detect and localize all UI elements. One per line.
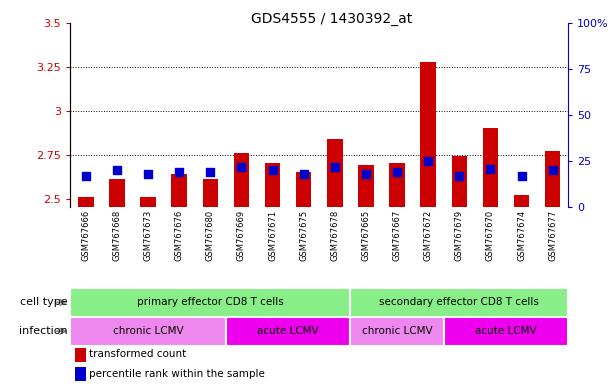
Point <box>299 171 309 177</box>
Bar <box>389 164 405 207</box>
Bar <box>172 174 187 207</box>
Bar <box>75 348 86 362</box>
Text: GSM767680: GSM767680 <box>206 210 215 261</box>
Point <box>143 171 153 177</box>
Point <box>548 167 558 174</box>
Point <box>205 169 215 175</box>
Bar <box>141 197 156 207</box>
Text: GSM767672: GSM767672 <box>423 210 433 261</box>
Text: primary effector CD8 T cells: primary effector CD8 T cells <box>137 297 284 308</box>
Text: chronic LCMV: chronic LCMV <box>362 326 433 336</box>
Point <box>112 167 122 174</box>
Bar <box>444 317 568 346</box>
Bar <box>233 153 249 207</box>
Text: GSM767676: GSM767676 <box>175 210 184 261</box>
Text: GDS4555 / 1430392_at: GDS4555 / 1430392_at <box>251 12 412 25</box>
Text: GSM767678: GSM767678 <box>331 210 339 261</box>
Text: acute LCMV: acute LCMV <box>257 326 319 336</box>
Text: GSM767667: GSM767667 <box>392 210 401 261</box>
Bar <box>265 164 280 207</box>
Bar <box>514 195 529 207</box>
Bar <box>358 165 374 207</box>
Point <box>268 167 277 174</box>
Bar <box>545 151 560 207</box>
Point <box>236 164 246 170</box>
Point <box>174 169 184 175</box>
Text: GSM767677: GSM767677 <box>548 210 557 261</box>
Bar <box>70 317 226 346</box>
Text: transformed count: transformed count <box>89 349 186 359</box>
Point <box>455 173 464 179</box>
Point <box>81 173 90 179</box>
Text: percentile rank within the sample: percentile rank within the sample <box>89 369 265 379</box>
Point <box>486 166 496 172</box>
Bar <box>296 172 312 207</box>
Bar <box>452 156 467 207</box>
Text: chronic LCMV: chronic LCMV <box>113 326 183 336</box>
Point <box>330 164 340 170</box>
Text: GSM767673: GSM767673 <box>144 210 153 261</box>
Bar <box>350 317 444 346</box>
Bar <box>75 367 86 381</box>
Text: GSM767671: GSM767671 <box>268 210 277 261</box>
Text: infection: infection <box>18 326 67 336</box>
Text: cell type: cell type <box>20 297 67 308</box>
Text: secondary effector CD8 T cells: secondary effector CD8 T cells <box>379 297 540 308</box>
Text: GSM767675: GSM767675 <box>299 210 308 261</box>
Bar <box>350 288 568 317</box>
Text: GSM767666: GSM767666 <box>81 210 90 261</box>
Text: GSM767674: GSM767674 <box>517 210 526 261</box>
Text: GSM767670: GSM767670 <box>486 210 495 261</box>
Bar <box>70 288 350 317</box>
Bar <box>109 179 125 207</box>
Bar <box>226 317 350 346</box>
Bar <box>420 62 436 207</box>
Point <box>517 173 527 179</box>
Text: GSM767669: GSM767669 <box>237 210 246 261</box>
Text: GSM767668: GSM767668 <box>112 210 122 261</box>
Bar <box>327 139 343 207</box>
Bar <box>78 197 93 207</box>
Point <box>361 171 371 177</box>
Bar <box>483 128 498 207</box>
Text: acute LCMV: acute LCMV <box>475 326 537 336</box>
Text: GSM767665: GSM767665 <box>362 210 370 261</box>
Bar <box>202 179 218 207</box>
Text: GSM767679: GSM767679 <box>455 210 464 261</box>
Point <box>423 158 433 164</box>
Point <box>392 169 402 175</box>
